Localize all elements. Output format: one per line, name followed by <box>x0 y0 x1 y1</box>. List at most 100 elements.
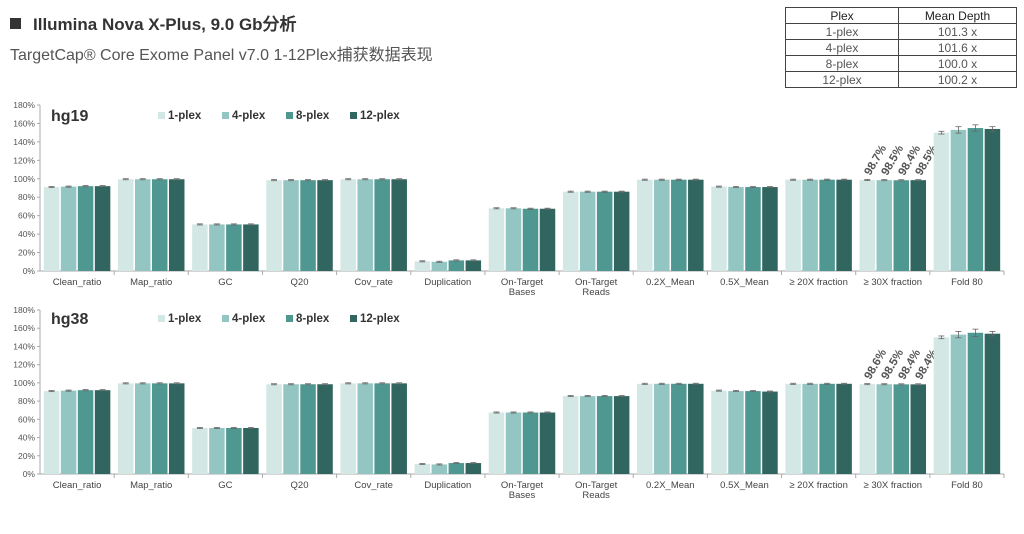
bar <box>151 383 168 474</box>
bar <box>933 337 950 474</box>
bar <box>522 208 539 271</box>
bar <box>876 384 893 474</box>
bar <box>77 390 94 474</box>
x-tick-label: ≥ 20X fraction <box>789 277 848 288</box>
hg19-bar-chart: 0% 20% 40% 60% 80% 100% 120% 140% 160% 180% hg19 1-… <box>13 100 1005 297</box>
y-tick-label: 180% <box>13 100 35 110</box>
bar <box>505 208 522 271</box>
bar <box>134 179 151 271</box>
bar <box>488 412 505 474</box>
legend-label: 8-plex <box>296 313 330 325</box>
x-tick-label: On-Target <box>575 480 618 491</box>
table-cell-plex: 8-plex <box>785 55 899 72</box>
legend-label: 12-plex <box>360 110 400 122</box>
bar <box>819 383 835 474</box>
bar <box>819 179 835 271</box>
table-cell-depth: 100.0 x <box>898 55 1017 72</box>
bar <box>340 383 356 474</box>
legend-swatch <box>286 112 293 119</box>
legend-label: 4-plex <box>232 110 266 122</box>
bar <box>243 224 259 271</box>
y-tick-label: 140% <box>13 341 35 351</box>
bar <box>117 179 134 271</box>
legend-swatch <box>350 315 357 322</box>
bar <box>613 191 630 271</box>
bar <box>785 179 801 271</box>
bar <box>448 463 465 474</box>
legend-swatch <box>222 112 229 119</box>
x-tick-label: Duplication <box>424 480 471 491</box>
legend-label: 8-plex <box>296 110 330 122</box>
table-cell-plex: 12-plex <box>785 71 899 88</box>
bar <box>192 427 208 474</box>
y-tick-label: 20% <box>18 248 35 258</box>
bar <box>465 260 482 271</box>
bar <box>357 383 373 474</box>
bar <box>637 383 653 474</box>
x-tick-label: Clean_ratio <box>53 480 102 491</box>
x-tick-label: On-Target <box>501 480 544 491</box>
x-tick-label: Reads <box>582 490 610 501</box>
bar <box>60 390 77 474</box>
bar <box>876 180 893 271</box>
bar <box>522 412 539 474</box>
x-tick-label: GC <box>218 277 232 288</box>
legend-label: 12-plex <box>360 313 400 325</box>
bar <box>859 384 876 474</box>
bar <box>266 180 282 271</box>
bar <box>711 186 727 271</box>
table-cell-depth: 100.2 x <box>898 71 1017 88</box>
bar <box>283 384 299 474</box>
bar <box>317 384 333 474</box>
bar <box>579 191 596 271</box>
y-tick-label: 180% <box>13 305 35 315</box>
x-tick-label: Reads <box>582 287 610 297</box>
bar <box>431 464 448 474</box>
bar <box>967 128 984 271</box>
y-tick-label: 120% <box>13 155 35 165</box>
bar <box>893 384 910 474</box>
table-cell-depth: 101.6 x <box>898 39 1017 56</box>
bar <box>637 179 653 271</box>
bar <box>859 179 876 271</box>
bar <box>226 224 242 271</box>
bar <box>77 186 94 271</box>
square-bullet-icon <box>10 18 21 29</box>
bar <box>762 391 778 474</box>
bar <box>209 427 225 474</box>
table-header-plex: Plex <box>785 7 899 24</box>
chart-title: hg19 <box>51 108 88 125</box>
page-subtitle: TargetCap® Core Exome Panel v7.0 1-12Ple… <box>10 47 433 64</box>
y-tick-label: 100% <box>13 174 35 184</box>
table-row: 8-plex 100.0 x <box>785 55 1017 72</box>
y-tick-label: 80% <box>18 192 35 202</box>
legend-swatch <box>286 315 293 322</box>
bar <box>933 132 950 271</box>
bar <box>340 179 356 271</box>
bar <box>688 179 704 271</box>
bar <box>785 383 801 474</box>
bar <box>243 427 259 474</box>
bar <box>374 383 390 474</box>
x-tick-label: 0.5X_Mean <box>720 277 769 288</box>
legend-label: 1-plex <box>168 313 202 325</box>
table-cell-plex: 4-plex <box>785 39 899 56</box>
x-tick-label: On-Target <box>501 277 544 288</box>
x-tick-label: Bases <box>509 490 536 501</box>
x-tick-label: 0.2X_Mean <box>646 480 695 491</box>
bar <box>562 191 579 271</box>
bar <box>414 261 431 271</box>
legend-swatch <box>158 112 165 119</box>
y-tick-label: 20% <box>18 451 35 461</box>
bar <box>300 180 316 271</box>
bar <box>950 334 967 474</box>
bar <box>654 179 670 271</box>
bar <box>579 396 596 474</box>
y-tick-label: 80% <box>18 396 35 406</box>
bar <box>984 128 1001 271</box>
bar <box>94 390 111 474</box>
y-tick-label: 160% <box>13 323 35 333</box>
bar <box>893 180 910 271</box>
bar <box>283 180 299 271</box>
y-tick-label: 100% <box>13 378 35 388</box>
